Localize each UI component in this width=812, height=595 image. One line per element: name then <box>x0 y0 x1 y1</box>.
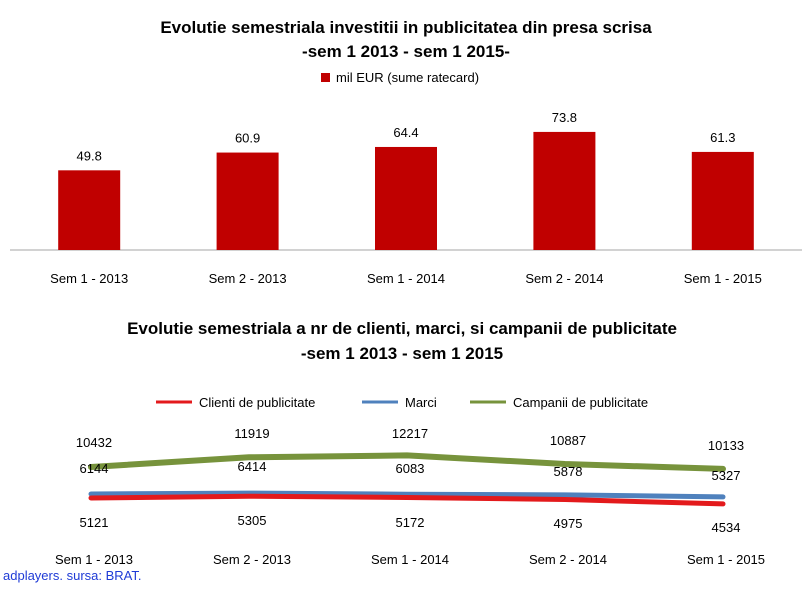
bar-chart-subtitle: -sem 1 2013 - sem 1 2015- <box>302 42 510 61</box>
line-series-marci <box>88 490 726 500</box>
bar-category-label: Sem 1 - 2015 <box>684 271 762 286</box>
line-category-label: Sem 2 - 2013 <box>213 552 291 567</box>
clienti-value-label: 5305 <box>238 513 267 528</box>
campanii-value-label: 10887 <box>550 433 586 448</box>
clienti-value-label: 5121 <box>80 515 109 530</box>
bar-value-label: 60.9 <box>235 131 260 146</box>
source-credit: adplayers. sursa: BRAT. <box>3 568 142 583</box>
bar <box>58 170 121 250</box>
clienti-value-label: 4975 <box>554 516 583 531</box>
bar <box>216 152 279 250</box>
marci-value-label: 5878 <box>554 464 583 479</box>
line-series-campanii <box>88 452 726 472</box>
line-category-label: Sem 1 - 2013 <box>55 552 133 567</box>
line-chart-title: Evolutie semestriala a nr de clienti, ma… <box>127 319 677 338</box>
line-chart-legend: Clienti de publicitate Marci Campanii de p… <box>156 395 648 410</box>
line-series <box>88 452 726 507</box>
bar <box>691 151 754 250</box>
bar-category-label: Sem 2 - 2014 <box>525 271 603 286</box>
bar-chart-title: Evolutie semestriala investitii in publi… <box>160 18 652 37</box>
campanii-value-label: 10432 <box>76 435 112 450</box>
bar <box>375 146 437 250</box>
campanii-value-label: 10133 <box>708 438 744 453</box>
bar <box>533 131 596 250</box>
bar-legend-swatch <box>321 73 330 82</box>
line-category-label: Sem 1 - 2014 <box>371 552 449 567</box>
line-series-clienti <box>88 493 726 507</box>
bar-x-axis-ticks: Sem 1 - 2013 Sem 2 - 2013 Sem 1 - 2014 Sem … <box>50 271 762 286</box>
marci-value-label: 6083 <box>396 461 425 476</box>
bar-category-label: Sem 1 - 2014 <box>367 271 445 286</box>
bar-legend-label: mil EUR (sume ratecard) <box>336 70 479 85</box>
line-legend-label: Marci <box>405 395 437 410</box>
line-category-label: Sem 2 - 2014 <box>529 552 607 567</box>
bar-value-label: 49.8 <box>77 148 102 163</box>
line-chart: Evolutie semestriala a nr de clienti, ma… <box>55 319 765 567</box>
clienti-value-label: 5172 <box>396 515 425 530</box>
line-x-axis-ticks: Sem 1 - 2013 Sem 2 - 2013 Sem 1 - 2014 Sem … <box>55 552 765 567</box>
bar-category-label: Sem 2 - 2013 <box>209 271 287 286</box>
bar-value-label: 73.8 <box>552 110 577 125</box>
bar-chart-legend: mil EUR (sume ratecard) <box>321 70 479 85</box>
bar-series: 49.8 60.9 64.4 73.8 61.3 <box>58 110 754 250</box>
line-legend-label: Clienti de publicitate <box>199 395 315 410</box>
bar-chart: Evolutie semestriala investitii in publi… <box>10 18 802 286</box>
bar-value-label: 64.4 <box>393 125 418 140</box>
bar-category-label: Sem 1 - 2013 <box>50 271 128 286</box>
line-legend-label: Campanii de publicitate <box>513 395 648 410</box>
campanii-value-label: 12217 <box>392 426 428 441</box>
line-data-labels: 10432 6144 5121 11919 6414 5305 12217 6083 5172 1… <box>76 426 744 535</box>
campanii-value-label: 11919 <box>234 426 269 441</box>
bar-value-label: 61.3 <box>710 130 735 145</box>
line-chart-subtitle: -sem 1 2013 - sem 1 2015 <box>301 344 503 363</box>
line-category-label: Sem 1 - 2015 <box>687 552 765 567</box>
clienti-value-label: 4534 <box>712 520 741 535</box>
marci-value-label: 6144 <box>80 461 109 476</box>
marci-value-label: 6414 <box>238 459 267 474</box>
marci-value-label: 5327 <box>712 468 741 483</box>
